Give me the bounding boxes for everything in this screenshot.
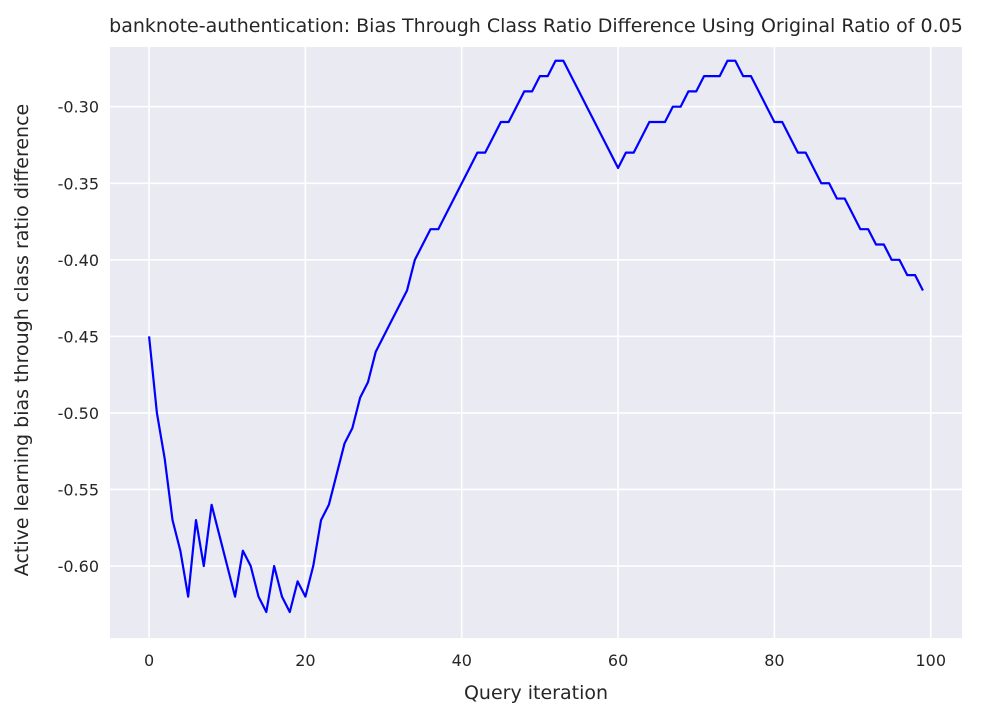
y-tick-label: -0.40 xyxy=(58,251,99,270)
tick-labels: 0 20 40 60 80 100 -0.30 -0.35 -0.40 -0.45 -0.50 -0.… xyxy=(58,98,946,670)
x-tick-label: 80 xyxy=(764,651,784,670)
x-axis-label: Query iteration xyxy=(464,682,608,704)
grid-lines xyxy=(110,47,962,638)
x-tick-label: 60 xyxy=(608,651,628,670)
plot-area xyxy=(110,47,962,638)
x-tick-label: 100 xyxy=(915,651,946,670)
y-tick-label: -0.50 xyxy=(58,404,99,423)
x-tick-label: 20 xyxy=(295,651,315,670)
y-tick-label: -0.60 xyxy=(58,557,99,576)
x-tick-label: 0 xyxy=(144,651,154,670)
y-axis-label: Active learning bias through class ratio… xyxy=(11,104,33,576)
chart-title: banknote-authentication: Bias Through Cl… xyxy=(109,15,963,37)
y-tick-label: -0.55 xyxy=(58,480,99,499)
y-tick-label: -0.45 xyxy=(58,327,99,346)
series-line xyxy=(147,59,924,614)
y-tick-label: -0.35 xyxy=(58,174,99,193)
y-tick-label: -0.30 xyxy=(58,98,99,117)
x-tick-label: 40 xyxy=(452,651,472,670)
series-layer xyxy=(147,59,924,614)
